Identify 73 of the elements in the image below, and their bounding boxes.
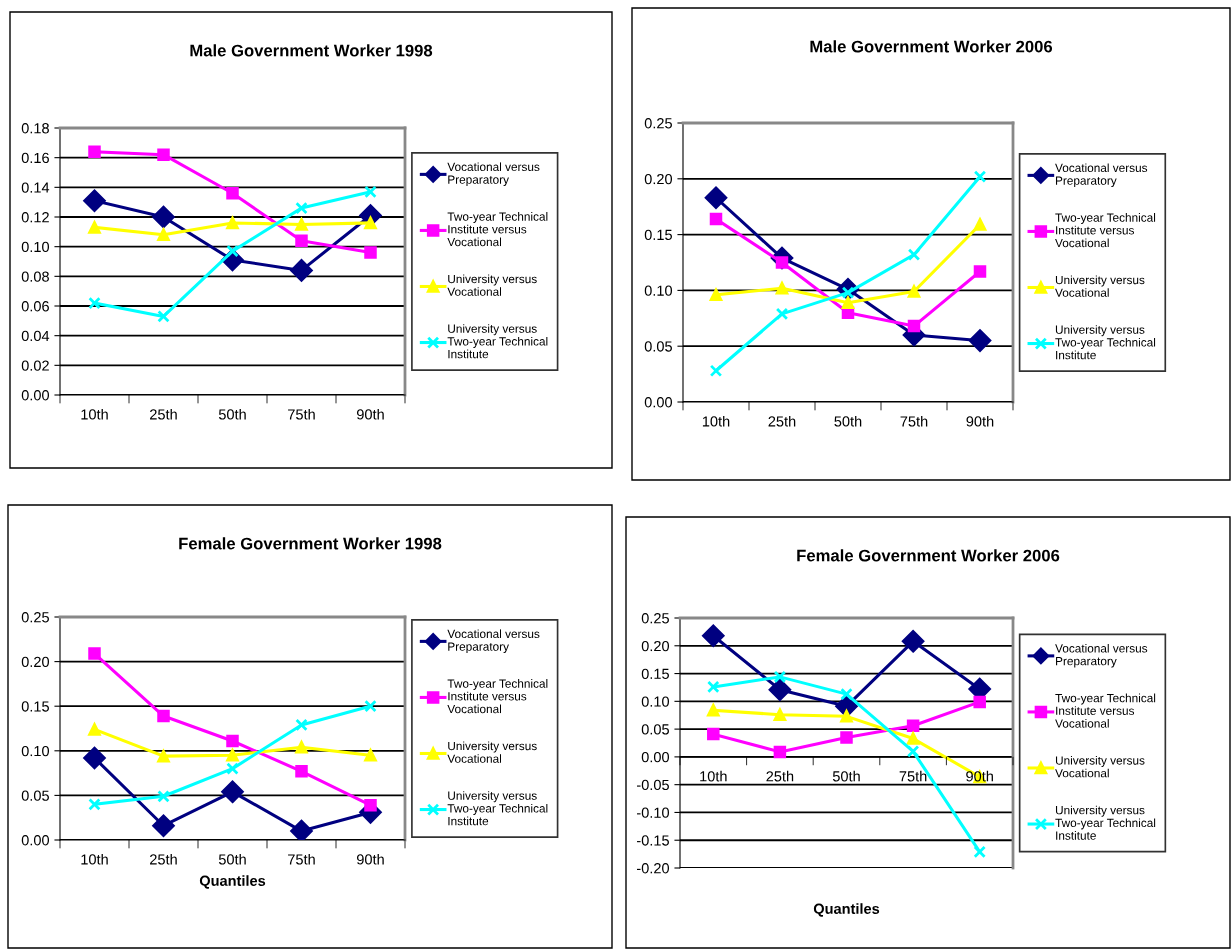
x-tick-label: 25th <box>150 408 177 420</box>
y-tick-label: 0.16 <box>21 152 49 164</box>
x-tick-label: 10th <box>81 853 108 865</box>
y-tick-label: 0.15 <box>21 701 49 712</box>
legend-label: University versus Vocational <box>447 274 537 296</box>
y-tick-label: 0.00 <box>644 397 673 408</box>
y-tick-label: 0.15 <box>644 229 672 241</box>
x-axis-title: Quantiles <box>199 875 266 889</box>
legend-label: Two-year Technical Institute versus Vocational <box>1055 213 1156 248</box>
legend-label: University versus Two-year Technical Institute <box>1055 325 1156 360</box>
chart-title: Male Government Worker 1998 <box>190 44 433 57</box>
legend-label: Two-year Technical Institute versus Vocational <box>1055 693 1156 728</box>
x-tick-label: 10th <box>702 415 730 427</box>
x-tick-label: 10th <box>81 408 108 420</box>
x-axis-title: Quantiles <box>813 903 880 917</box>
legend-label: Vocational versus Preparatory <box>1055 163 1148 188</box>
y-tick-label: 0.25 <box>21 612 49 623</box>
x-tick-label: 90th <box>356 408 384 420</box>
y-tick-label: 0.10 <box>21 745 50 757</box>
y-tick-label: 0.20 <box>641 640 670 652</box>
x-tick-label: 50th <box>218 408 246 420</box>
y-tick-label: 0.25 <box>644 118 672 129</box>
legend-label: University versus Two-year Technical Institute <box>447 324 548 359</box>
x-tick-label: 25th <box>768 415 796 427</box>
y-tick-label: 0.12 <box>21 212 49 223</box>
y-tick-label: -0.15 <box>636 835 669 846</box>
y-tick-label: 0.14 <box>21 182 50 193</box>
y-tick-label: -0.20 <box>636 863 670 874</box>
y-tick-label: 0.00 <box>641 751 670 763</box>
y-tick-label: 0.05 <box>641 724 669 735</box>
y-tick-label: 0.20 <box>21 656 50 668</box>
y-tick-label: 0.10 <box>641 696 670 707</box>
y-tick-label: 0.05 <box>644 341 672 352</box>
x-tick-label: 25th <box>150 853 177 865</box>
y-tick-label: -0.10 <box>636 807 670 818</box>
legend-label: Two-year Technical Institute versus Vocational <box>447 212 548 247</box>
x-tick-label: 90th <box>356 853 384 865</box>
legend-label: University versus Vocational <box>1055 755 1145 778</box>
y-tick-label: 0.10 <box>21 241 50 253</box>
y-tick-label: 0.25 <box>641 613 669 624</box>
y-tick-label: -0.05 <box>636 779 669 791</box>
legend-label: Vocational versus Preparatory <box>1055 643 1148 668</box>
y-tick-label: 0.06 <box>21 301 49 312</box>
legend-label: Vocational versus Preparatory <box>447 629 540 654</box>
y-tick-label: 0.05 <box>21 790 49 801</box>
x-tick-label: 75th <box>899 770 927 782</box>
chart-title: Female Government Worker 1998 <box>179 537 442 550</box>
x-tick-label: 75th <box>288 408 315 420</box>
y-tick-label: 0.08 <box>21 271 49 282</box>
y-tick-label: 0.00 <box>21 390 50 401</box>
legend-label: University versus Two-year Technical Institute <box>1055 805 1156 840</box>
x-tick-label: 50th <box>218 853 246 865</box>
y-tick-label: 0.02 <box>21 360 49 371</box>
chart-title: Female Government Worker 2006 <box>797 549 1060 562</box>
x-tick-label: 75th <box>900 415 928 427</box>
legend-label: Two-year Technical Institute versus Vocational <box>447 679 548 714</box>
y-tick-label: 0.15 <box>641 668 669 679</box>
x-tick-label: 10th <box>700 770 727 782</box>
y-tick-label: 0.04 <box>21 330 50 342</box>
x-tick-label: 50th <box>834 415 862 427</box>
x-tick-label: 50th <box>832 770 860 782</box>
chart-title: Male Government Worker 2006 <box>810 40 1053 53</box>
y-tick-label: 0.18 <box>21 123 49 134</box>
x-tick-label: 75th <box>288 853 315 865</box>
y-tick-label: 0.20 <box>644 173 673 185</box>
x-tick-label: 90th <box>966 415 994 427</box>
legend-label: Vocational versus Preparatory <box>447 162 540 187</box>
legend-label: University versus Vocational <box>1055 275 1145 297</box>
y-tick-label: 0.00 <box>21 835 50 846</box>
x-tick-label: 25th <box>766 770 794 782</box>
legend-label: University versus Two-year Technical Institute <box>447 791 548 826</box>
legend-label: University versus Vocational <box>447 741 537 763</box>
y-tick-label: 0.10 <box>644 285 673 296</box>
